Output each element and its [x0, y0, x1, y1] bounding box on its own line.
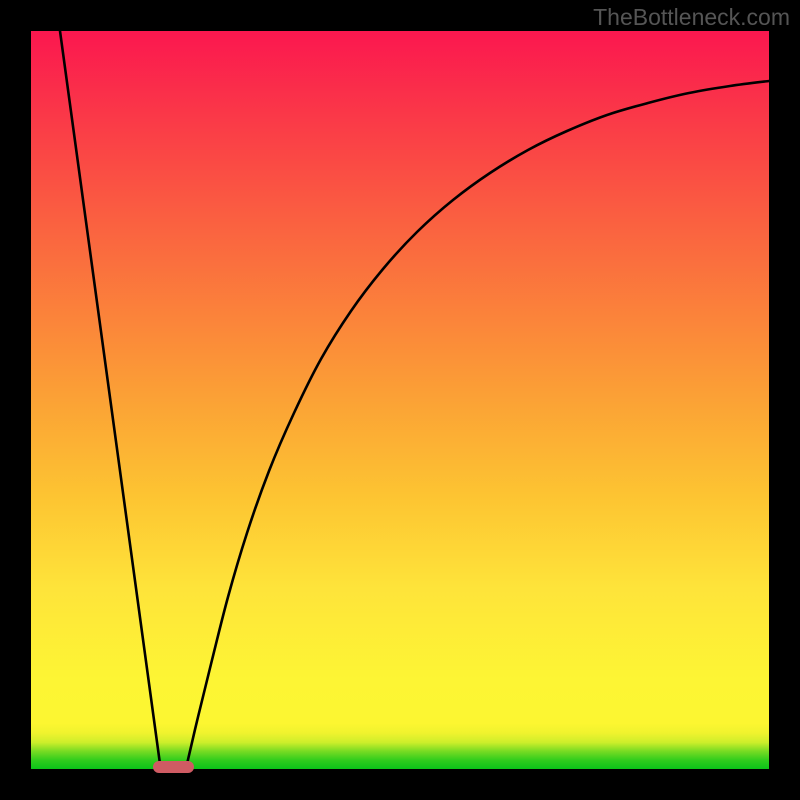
- marker-pill: [153, 761, 194, 773]
- chart-plot-area: [31, 31, 769, 769]
- chart-svg: [0, 0, 800, 800]
- watermark-text: TheBottleneck.com: [593, 4, 790, 31]
- chart-canvas: [0, 0, 800, 800]
- chart-root: TheBottleneck.com: [0, 0, 800, 800]
